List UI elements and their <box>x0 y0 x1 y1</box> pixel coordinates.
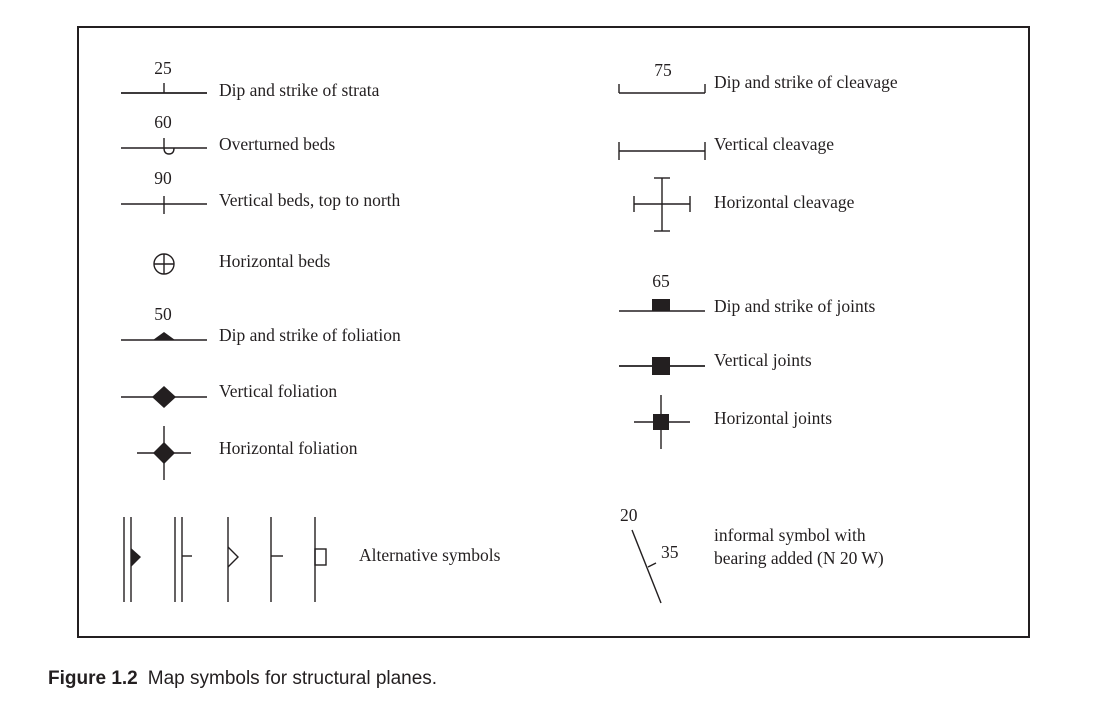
figure-frame <box>77 26 1030 638</box>
horizontal-beds-symbol <box>153 253 175 275</box>
joints-dip-value: 65 <box>652 271 670 291</box>
strata-dip-strike-symbol <box>121 83 207 94</box>
horizontal-joints-symbol <box>634 395 690 449</box>
figure-caption-text: Map symbols for structural planes. <box>147 668 438 689</box>
informal-label-line1: informal symbol with <box>714 525 866 545</box>
informal-dip-value: 35 <box>661 542 679 562</box>
horizontal-cleavage-symbol <box>633 177 691 232</box>
joints-label: Dip and strike of joints <box>714 296 876 316</box>
vertical-beds-value: 90 <box>154 168 172 188</box>
horizontal-beds-label: Horizontal beds <box>219 251 330 271</box>
horizontal-joints-label: Horizontal joints <box>714 408 832 428</box>
vertical-cleavage-label: Vertical cleavage <box>714 134 834 154</box>
horizontal-foliation-symbol <box>137 426 191 480</box>
cleavage-dip-strike-symbol <box>618 84 706 94</box>
strata-dip-value: 25 <box>154 58 172 78</box>
vertical-cleavage-symbol <box>618 142 706 160</box>
cleavage-label: Dip and strike of cleavage <box>714 72 898 92</box>
informal-label-line2: bearing added (N 20 W) <box>714 548 884 568</box>
foliation-label: Dip and strike of foliation <box>219 325 401 345</box>
alternative-symbols-label: Alternative symbols <box>359 545 501 565</box>
alternative-symbols <box>123 517 327 602</box>
horizontal-cleavage-label: Horizontal cleavage <box>714 192 855 212</box>
horizontal-foliation-label: Horizontal foliation <box>219 438 358 458</box>
foliation-dip-strike-symbol <box>121 332 207 341</box>
overturned-beds-label: Overturned beds <box>219 134 335 154</box>
cleavage-dip-value: 75 <box>654 60 672 80</box>
overturned-beds-symbol <box>121 138 207 155</box>
overturned-dip-value: 60 <box>154 112 172 132</box>
joints-dip-strike-symbol <box>619 299 705 312</box>
vertical-foliation-label: Vertical foliation <box>219 381 337 401</box>
vertical-beds-symbol <box>121 196 207 214</box>
figure-number: Figure 1.2 <box>48 668 138 689</box>
vertical-joints-symbol <box>619 357 705 375</box>
informal-bearing-symbol <box>631 529 662 604</box>
vertical-beds-label: Vertical beds, top to north <box>219 190 401 210</box>
vertical-foliation-symbol <box>121 386 207 408</box>
symbol-diagram: 25 Dip and strike of strata 60 Overturne… <box>121 58 898 604</box>
strata-label: Dip and strike of strata <box>219 80 380 100</box>
vertical-joints-label: Vertical joints <box>714 350 812 370</box>
informal-bearing-value: 20 <box>620 505 638 525</box>
foliation-dip-value: 50 <box>154 304 172 324</box>
figure-caption: Figure 1.2 Map symbols for structural pla… <box>48 668 437 690</box>
